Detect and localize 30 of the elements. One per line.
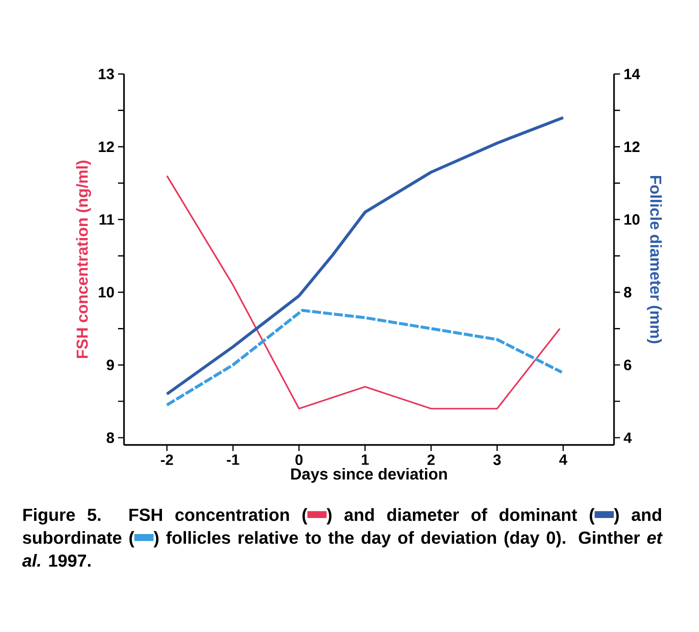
x-tick-label: 3 [493, 454, 501, 466]
y-tick-label: 9 [106, 360, 114, 370]
caption: Figure 5. FSH concentration ( [23, 508, 308, 525]
y-axis-title: FSH concentration (ng/ml) [76, 160, 92, 358]
text: al. 1997. [22, 554, 90, 567]
y2-axis-title: Follicle diameter (mm) [646, 176, 662, 344]
text: ) and [614, 508, 662, 524]
x-axis-title: Days since deviation [291, 468, 447, 483]
y2-tick-label: 6 [624, 360, 632, 370]
y-tick-label: 13 [98, 68, 114, 80]
y-tick-label: 8 [106, 432, 114, 443]
x-tick-label: 2 [427, 454, 435, 465]
line-series [165, 116, 565, 396]
x-tick-label: -1 [226, 454, 240, 465]
y2-tick-label: 10 [624, 214, 640, 225]
y2-tick-label: 14 [624, 68, 640, 80]
text: ) follicles relative to the day of deviation (day 0). Ginther et [154, 531, 663, 548]
y-tick-label: 11 [100, 214, 114, 225]
x-tick-label: 0 [295, 454, 303, 466]
line-series [166, 175, 561, 410]
y-tick-label: 12 [98, 142, 114, 152]
y2-tick-label: 4 [624, 432, 632, 443]
x-tick-label: 1 [362, 454, 369, 465]
text: ) and diameter of dominant ( [326, 508, 595, 524]
x-tick-label: -2 [160, 454, 173, 465]
y-tick-label: 10 [98, 286, 114, 298]
text: subordinate ( [22, 531, 134, 548]
y2-tick-label: 12 [624, 142, 640, 152]
x-tick-label: 4 [559, 454, 568, 465]
y2-tick-label: 8 [624, 286, 632, 298]
